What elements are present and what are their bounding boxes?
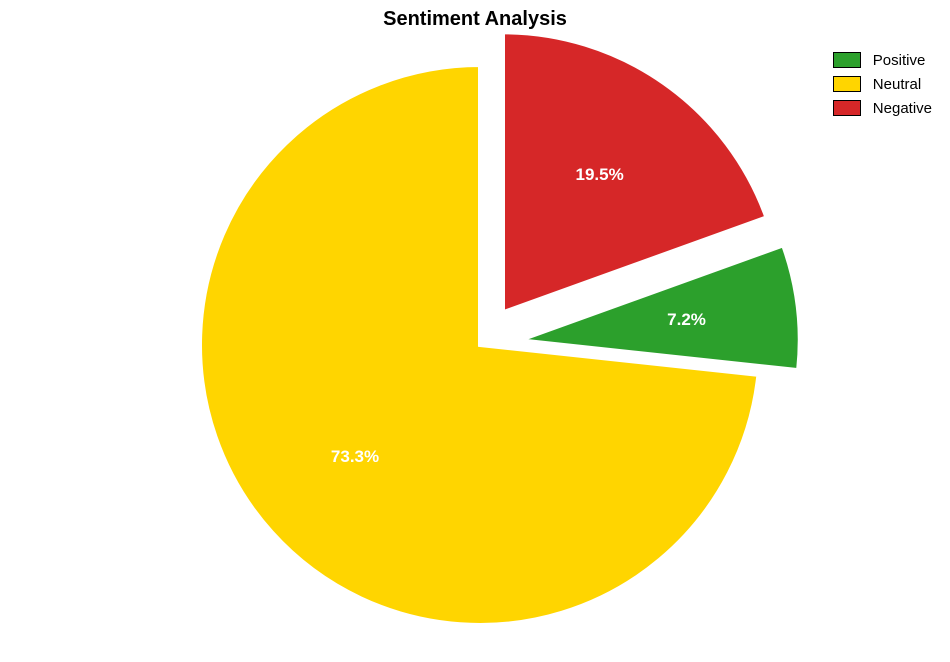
- legend-label-neutral: Neutral: [873, 76, 921, 93]
- legend-item-neutral: Neutral: [833, 72, 932, 96]
- legend-swatch-neutral: [833, 76, 861, 92]
- legend-swatch-positive: [833, 52, 861, 68]
- pie-chart: [0, 0, 950, 662]
- legend-label-negative: Negative: [873, 100, 932, 117]
- legend-item-negative: Negative: [833, 96, 932, 120]
- legend-label-positive: Positive: [873, 52, 926, 69]
- legend-swatch-negative: [833, 100, 861, 116]
- chart-root: Sentiment Analysis 19.5%7.2%73.3% Positi…: [0, 0, 950, 662]
- legend: Positive Neutral Negative: [833, 48, 932, 120]
- legend-item-positive: Positive: [833, 48, 932, 72]
